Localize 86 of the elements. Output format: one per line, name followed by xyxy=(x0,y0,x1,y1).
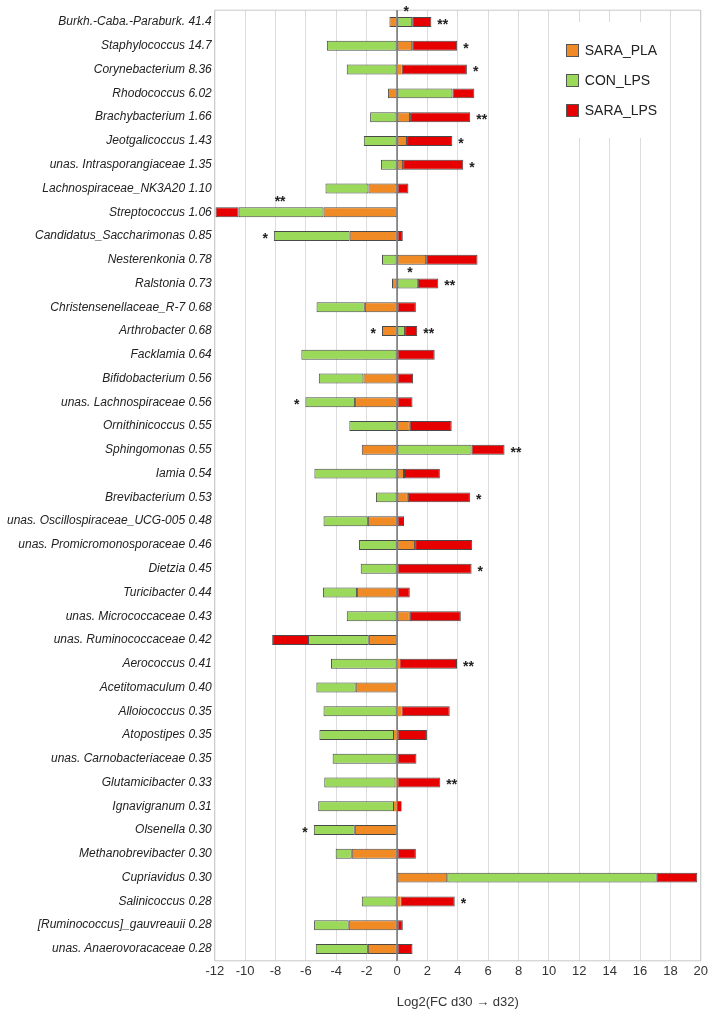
x-tick-label: -4 xyxy=(330,963,343,979)
y-tick-label: Nesterenkonia 0.78 xyxy=(107,252,213,267)
annotation: ** xyxy=(510,443,522,460)
y-tick-label: Burkh.-Caba.-Paraburk. 41.4 xyxy=(58,14,213,29)
y-tick-label: Staphylococcus 14.7 xyxy=(101,38,214,53)
y-tick-label: unas. Promicromonosporaceae 0.46 xyxy=(18,537,213,552)
y-tick-label: Olsenella 0.30 xyxy=(135,822,213,837)
y-tick-label: Turicibacter 0.44 xyxy=(123,584,213,599)
y-tick-label: unas. Oscillospiraceae_UCG-005 0.48 xyxy=(6,513,213,528)
annotation: ** xyxy=(274,193,287,210)
y-tick-label: Corynebacterium 8.36 xyxy=(93,61,213,76)
x-tick-label: 0 xyxy=(393,963,401,979)
y-tick-label: Facklamia 0.64 xyxy=(130,347,213,362)
y-tick-label: Streptococcus 1.06 xyxy=(109,204,213,219)
annotation: ** xyxy=(446,776,458,793)
x-tick-label: -12 xyxy=(205,963,225,979)
annotation: * xyxy=(463,39,470,56)
y-tick-label: Cupriavidus 0.30 xyxy=(121,869,213,884)
y-tick-label: Brachybacterium 1.66 xyxy=(95,109,213,124)
y-tick-label: [Ruminococcus]_gauvreauii 0.28 xyxy=(36,917,213,932)
y-tick-label: Bifidobacterium 0.56 xyxy=(102,370,213,385)
x-tick-label: 4 xyxy=(454,963,462,979)
x-axis-title: Log2(FC d30 → d32) xyxy=(396,993,519,1009)
y-tick-label: unas. Intrasporangiaceae 1.35 xyxy=(49,157,213,172)
y-tick-label: unas. Micrococcaceae 0.43 xyxy=(65,608,213,623)
annotation: ** xyxy=(423,324,435,341)
y-tick-label: Rhodococcus 6.02 xyxy=(112,85,213,100)
x-tick-label: 8 xyxy=(514,963,523,979)
legend-label: SARA_LPS xyxy=(584,102,658,119)
annotation: * xyxy=(460,895,467,912)
y-tick-label: unas. Carnobacteriaceae 0.35 xyxy=(50,751,213,766)
annotation: * xyxy=(472,63,479,80)
y-tick-label: Jeotgalicoccus 1.43 xyxy=(105,133,213,148)
annotation: ** xyxy=(463,657,475,674)
y-tick-label: Glutamicibacter 0.33 xyxy=(101,774,213,789)
annotation: * xyxy=(475,491,482,508)
y-tick-label: Atopostipes 0.35 xyxy=(121,727,213,742)
y-tick-label: Methanobrevibacter 0.30 xyxy=(79,846,213,861)
x-tick-label: 16 xyxy=(632,963,648,979)
annotation: * xyxy=(370,324,377,341)
x-tick-label: 12 xyxy=(572,963,587,979)
bar xyxy=(397,896,401,907)
y-tick-label: Aerococcus 0.41 xyxy=(121,656,212,671)
y-tick-label: Salinicoccus 0.28 xyxy=(118,893,213,908)
annotation: * xyxy=(302,823,309,840)
x-tick-label: -10 xyxy=(235,963,255,979)
annotation: * xyxy=(293,396,300,413)
y-tick-label: Ornithinicoccus 0.55 xyxy=(103,418,213,433)
x-tick-label: 18 xyxy=(663,963,678,979)
y-tick-label: Lachnospiraceae_NK3A20 1.10 xyxy=(42,180,213,195)
legend-label: SARA_PLA xyxy=(584,42,658,59)
x-tick-label: -6 xyxy=(300,963,312,979)
annotation: * xyxy=(458,134,465,151)
bar xyxy=(397,64,402,75)
annotation: ** xyxy=(476,111,488,127)
annotation: * xyxy=(477,562,484,579)
legend-label: CON_LPS xyxy=(584,72,651,89)
x-tick-label: 2 xyxy=(423,963,432,979)
y-tick-label: Dietzia 0.45 xyxy=(148,561,213,576)
y-tick-label: Sphingomonas 0.55 xyxy=(105,442,213,457)
bar xyxy=(393,730,397,741)
x-tick-label: 20 xyxy=(693,963,708,979)
annotation: * xyxy=(403,2,410,19)
y-tick-label: Ignavigranum 0.31 xyxy=(112,798,212,813)
annotation: * xyxy=(469,158,476,175)
bar xyxy=(393,801,397,812)
y-tick-label: unas. Anaerovoracaceae 0.28 xyxy=(52,941,213,956)
annotation: ** xyxy=(444,277,456,294)
annotation: * xyxy=(407,264,414,281)
y-tick-label: Ralstonia 0.73 xyxy=(135,275,213,290)
y-tick-label: Christensenellaceae_R-7 0.68 xyxy=(50,299,213,314)
y-tick-label: Arthrobacter 0.68 xyxy=(118,323,213,338)
x-tick-label: 10 xyxy=(541,963,557,979)
x-tick-label: 14 xyxy=(602,963,617,979)
y-tick-label: Alloiococcus 0.35 xyxy=(117,703,213,718)
x-tick-label: 6 xyxy=(484,963,492,979)
y-tick-label: Candidatus_Saccharimonas 0.85 xyxy=(34,228,213,243)
annotation: ** xyxy=(437,15,449,32)
annotation: * xyxy=(262,229,269,246)
y-tick-label: unas. Ruminococcaceae 0.42 xyxy=(53,632,213,647)
x-tick-label: -2 xyxy=(360,963,373,979)
y-tick-label: Acetitomaculum 0.40 xyxy=(98,679,213,694)
x-tick-label: -8 xyxy=(269,963,282,979)
y-tick-label: Iamia 0.54 xyxy=(155,465,213,480)
y-tick-label: unas. Lachnospiraceae 0.56 xyxy=(60,394,213,409)
y-tick-label: Brevibacterium 0.53 xyxy=(105,489,213,504)
